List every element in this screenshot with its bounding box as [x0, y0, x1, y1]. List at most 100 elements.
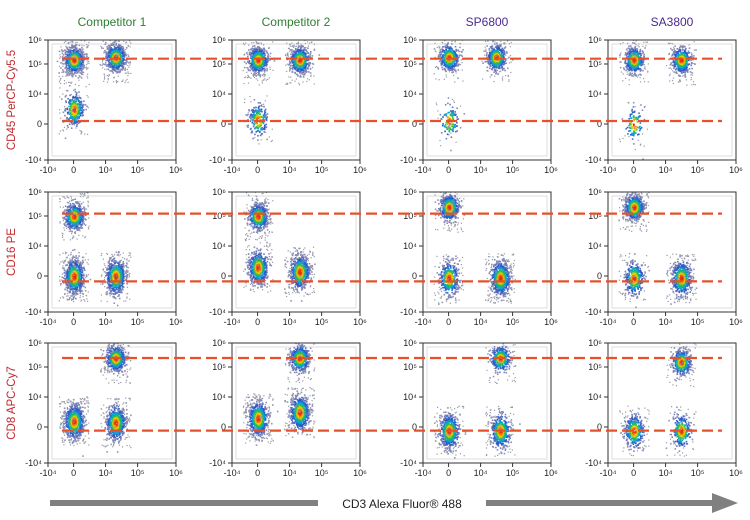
- event-dot: [262, 122, 265, 125]
- event-dot: [491, 45, 494, 47]
- event-dot: [436, 46, 438, 48]
- event-dot: [247, 82, 250, 84]
- event-dot: [257, 117, 260, 119]
- event-dot: [121, 49, 124, 51]
- event-dot: [112, 44, 115, 46]
- event-dot: [504, 42, 506, 45]
- event-dot: [244, 53, 246, 55]
- event-dot: [107, 75, 109, 77]
- event-dot: [286, 70, 288, 73]
- event-dot: [442, 56, 445, 59]
- event-dot: [498, 47, 500, 49]
- event-dot: [79, 69, 81, 71]
- event-dot: [122, 67, 124, 70]
- event-dot: [302, 81, 304, 83]
- event-dot: [298, 70, 301, 73]
- event-dot: [444, 45, 447, 47]
- event-dot: [65, 71, 67, 73]
- event-dot: [259, 67, 262, 70]
- event-dot: [125, 59, 128, 62]
- event-dot: [73, 121, 76, 123]
- event-dot: [290, 82, 292, 84]
- event-dot: [103, 78, 106, 80]
- event-dot: [77, 111, 79, 114]
- event-dot: [130, 72, 132, 74]
- event-dot: [75, 113, 78, 116]
- event-dot: [433, 73, 435, 75]
- event-dot: [70, 62, 72, 64]
- event-dot: [71, 118, 74, 121]
- event-dot: [251, 55, 253, 57]
- event-dot: [127, 55, 130, 57]
- event-dot: [258, 48, 261, 51]
- event-dot: [303, 48, 306, 51]
- event-dot: [504, 69, 506, 72]
- event-dot: [106, 48, 109, 50]
- column-title: Competitor 2: [262, 15, 331, 29]
- event-dot: [507, 67, 509, 70]
- event-dot: [124, 59, 126, 61]
- event-dot: [80, 49, 82, 52]
- event-dot: [58, 75, 60, 77]
- event-dot: [300, 47, 302, 49]
- event-dot: [73, 46, 76, 48]
- event-dot: [106, 57, 109, 60]
- event-dot: [69, 47, 72, 49]
- event-dot: [77, 107, 79, 109]
- event-dot: [251, 68, 254, 71]
- event-dot: [252, 111, 254, 113]
- event-dot: [78, 51, 80, 53]
- event-dot: [312, 66, 314, 69]
- event-dot: [110, 36, 111, 37]
- event-dot: [253, 106, 255, 109]
- event-dot: [80, 77, 83, 79]
- event-dot: [62, 54, 65, 56]
- event-dot: [105, 59, 108, 62]
- event-dot: [294, 51, 296, 54]
- event-dot: [121, 80, 123, 83]
- event-dot: [501, 65, 503, 67]
- event-dot: [305, 69, 307, 72]
- event-dot: [296, 35, 297, 36]
- event-dot: [289, 82, 291, 84]
- event-dot: [266, 68, 268, 70]
- event-dot: [61, 71, 63, 73]
- event-dot: [77, 100, 80, 102]
- event-dot: [253, 99, 256, 101]
- event-dot: [291, 71, 294, 73]
- event-dot: [78, 70, 80, 73]
- event-dot: [62, 130, 65, 132]
- event-dot: [61, 52, 64, 55]
- event-dot: [73, 89, 75, 91]
- event-dot: [76, 123, 78, 125]
- event-dot: [257, 127, 259, 129]
- event-dot: [86, 95, 88, 97]
- event-dot: [287, 55, 289, 57]
- event-dot: [243, 38, 244, 39]
- event-dot: [78, 101, 81, 104]
- event-dot: [70, 82, 72, 84]
- event-dot: [265, 79, 267, 81]
- event-dot: [84, 40, 86, 42]
- event-dot: [434, 56, 436, 58]
- event-dot: [67, 98, 69, 100]
- event-dot: [268, 55, 270, 57]
- event-dot: [102, 35, 103, 36]
- event-dot: [313, 49, 316, 51]
- event-dot: [260, 139, 262, 141]
- event-dot: [292, 45, 295, 47]
- event-dot: [306, 80, 308, 82]
- event-dot: [291, 61, 293, 63]
- event-dot: [290, 64, 292, 67]
- event-dot: [253, 63, 256, 66]
- event-dot: [68, 49, 71, 51]
- event-dot: [81, 112, 84, 115]
- event-dot: [263, 131, 266, 133]
- event-dot: [108, 47, 110, 50]
- event-dot: [75, 114, 78, 117]
- event-dot: [112, 81, 115, 83]
- event-dot: [259, 129, 261, 131]
- event-dot: [78, 116, 81, 118]
- event-dot: [445, 49, 447, 51]
- event-dot: [75, 59, 78, 61]
